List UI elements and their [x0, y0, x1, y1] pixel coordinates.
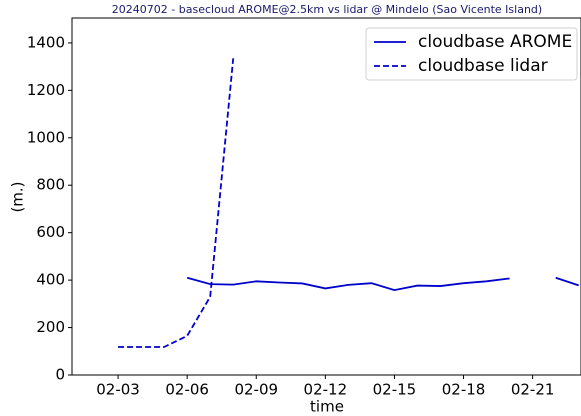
- x-tick-label: 02-09: [234, 381, 278, 399]
- x-tick-label: 02-03: [96, 381, 140, 399]
- y-tick-label: 1200: [27, 81, 65, 99]
- x-tick-label: 02-15: [373, 381, 417, 399]
- y-tick-label: 0: [55, 366, 65, 384]
- x-axis-label: time: [310, 398, 344, 416]
- y-tick-label: 800: [36, 176, 65, 194]
- legend-box: [365, 27, 578, 81]
- y-axis-label: (m.): [9, 181, 27, 212]
- x-tick-label: 02-21: [511, 381, 555, 399]
- plot-area: [71, 17, 581, 376]
- chart-title: 20240702 - basecloud AROME@2.5km vs lida…: [112, 3, 542, 16]
- x-tick-label: 02-06: [165, 381, 209, 399]
- y-tick-label: 400: [36, 271, 65, 289]
- x-tick-label: 02-18: [442, 381, 486, 399]
- legend-label: cloudbase AROME: [418, 32, 572, 52]
- y-tick-label: 1400: [27, 33, 65, 51]
- y-tick-label: 600: [36, 223, 65, 241]
- series-line: [186, 276, 579, 292]
- y-tick-label: 1000: [27, 128, 65, 146]
- legend-label: cloudbase lidar: [418, 56, 548, 76]
- series-line: [118, 58, 235, 348]
- y-tick-label: 200: [36, 318, 65, 336]
- x-tick-label: 02-12: [304, 381, 348, 399]
